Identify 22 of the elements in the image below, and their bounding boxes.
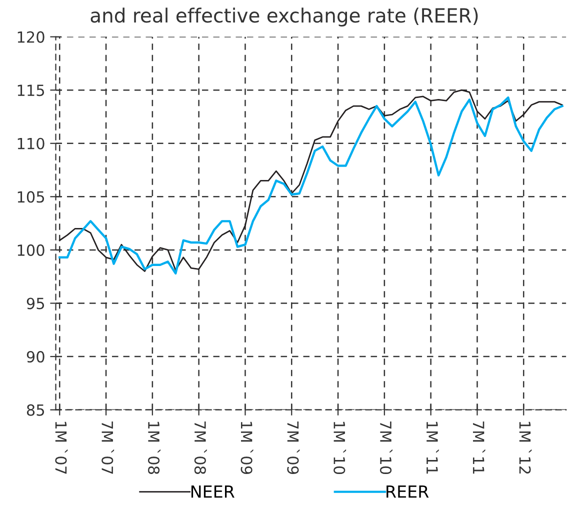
y-tick-label: 95 xyxy=(26,298,44,310)
x-tick-label: 7M `10 xyxy=(380,421,392,474)
x-tick-label: 1M `09 xyxy=(240,422,254,474)
x-tick-label: 7M `07 xyxy=(102,421,114,474)
x-tick-label: 1M `08 xyxy=(148,422,160,474)
x-tick-label: 7M `09 xyxy=(287,421,300,474)
x-tick-label: 7M `08 xyxy=(194,421,207,474)
y-tick-label: 90 xyxy=(26,350,44,363)
x-tick-label: 1M `10 xyxy=(334,422,346,474)
y-tick-label: 105 xyxy=(18,191,44,203)
legend-label: NEER xyxy=(191,485,234,498)
x-tick-label: 1M `07 xyxy=(55,422,68,474)
x-tick-label: 1M `11 xyxy=(426,422,439,474)
y-tick-label: 110 xyxy=(18,138,44,150)
x-tick-label: 1M `12 xyxy=(519,422,532,474)
y-tick-label: 115 xyxy=(18,84,44,96)
legend-label: REER xyxy=(386,485,429,498)
x-tick-label: 7M `11 xyxy=(473,421,486,474)
y-tick-label: 100 xyxy=(18,244,44,256)
y-tick-label: 120 xyxy=(18,31,44,43)
chart-title: and real effective exchange rate (REER) xyxy=(90,8,478,26)
y-tick-label: 85 xyxy=(26,404,44,416)
